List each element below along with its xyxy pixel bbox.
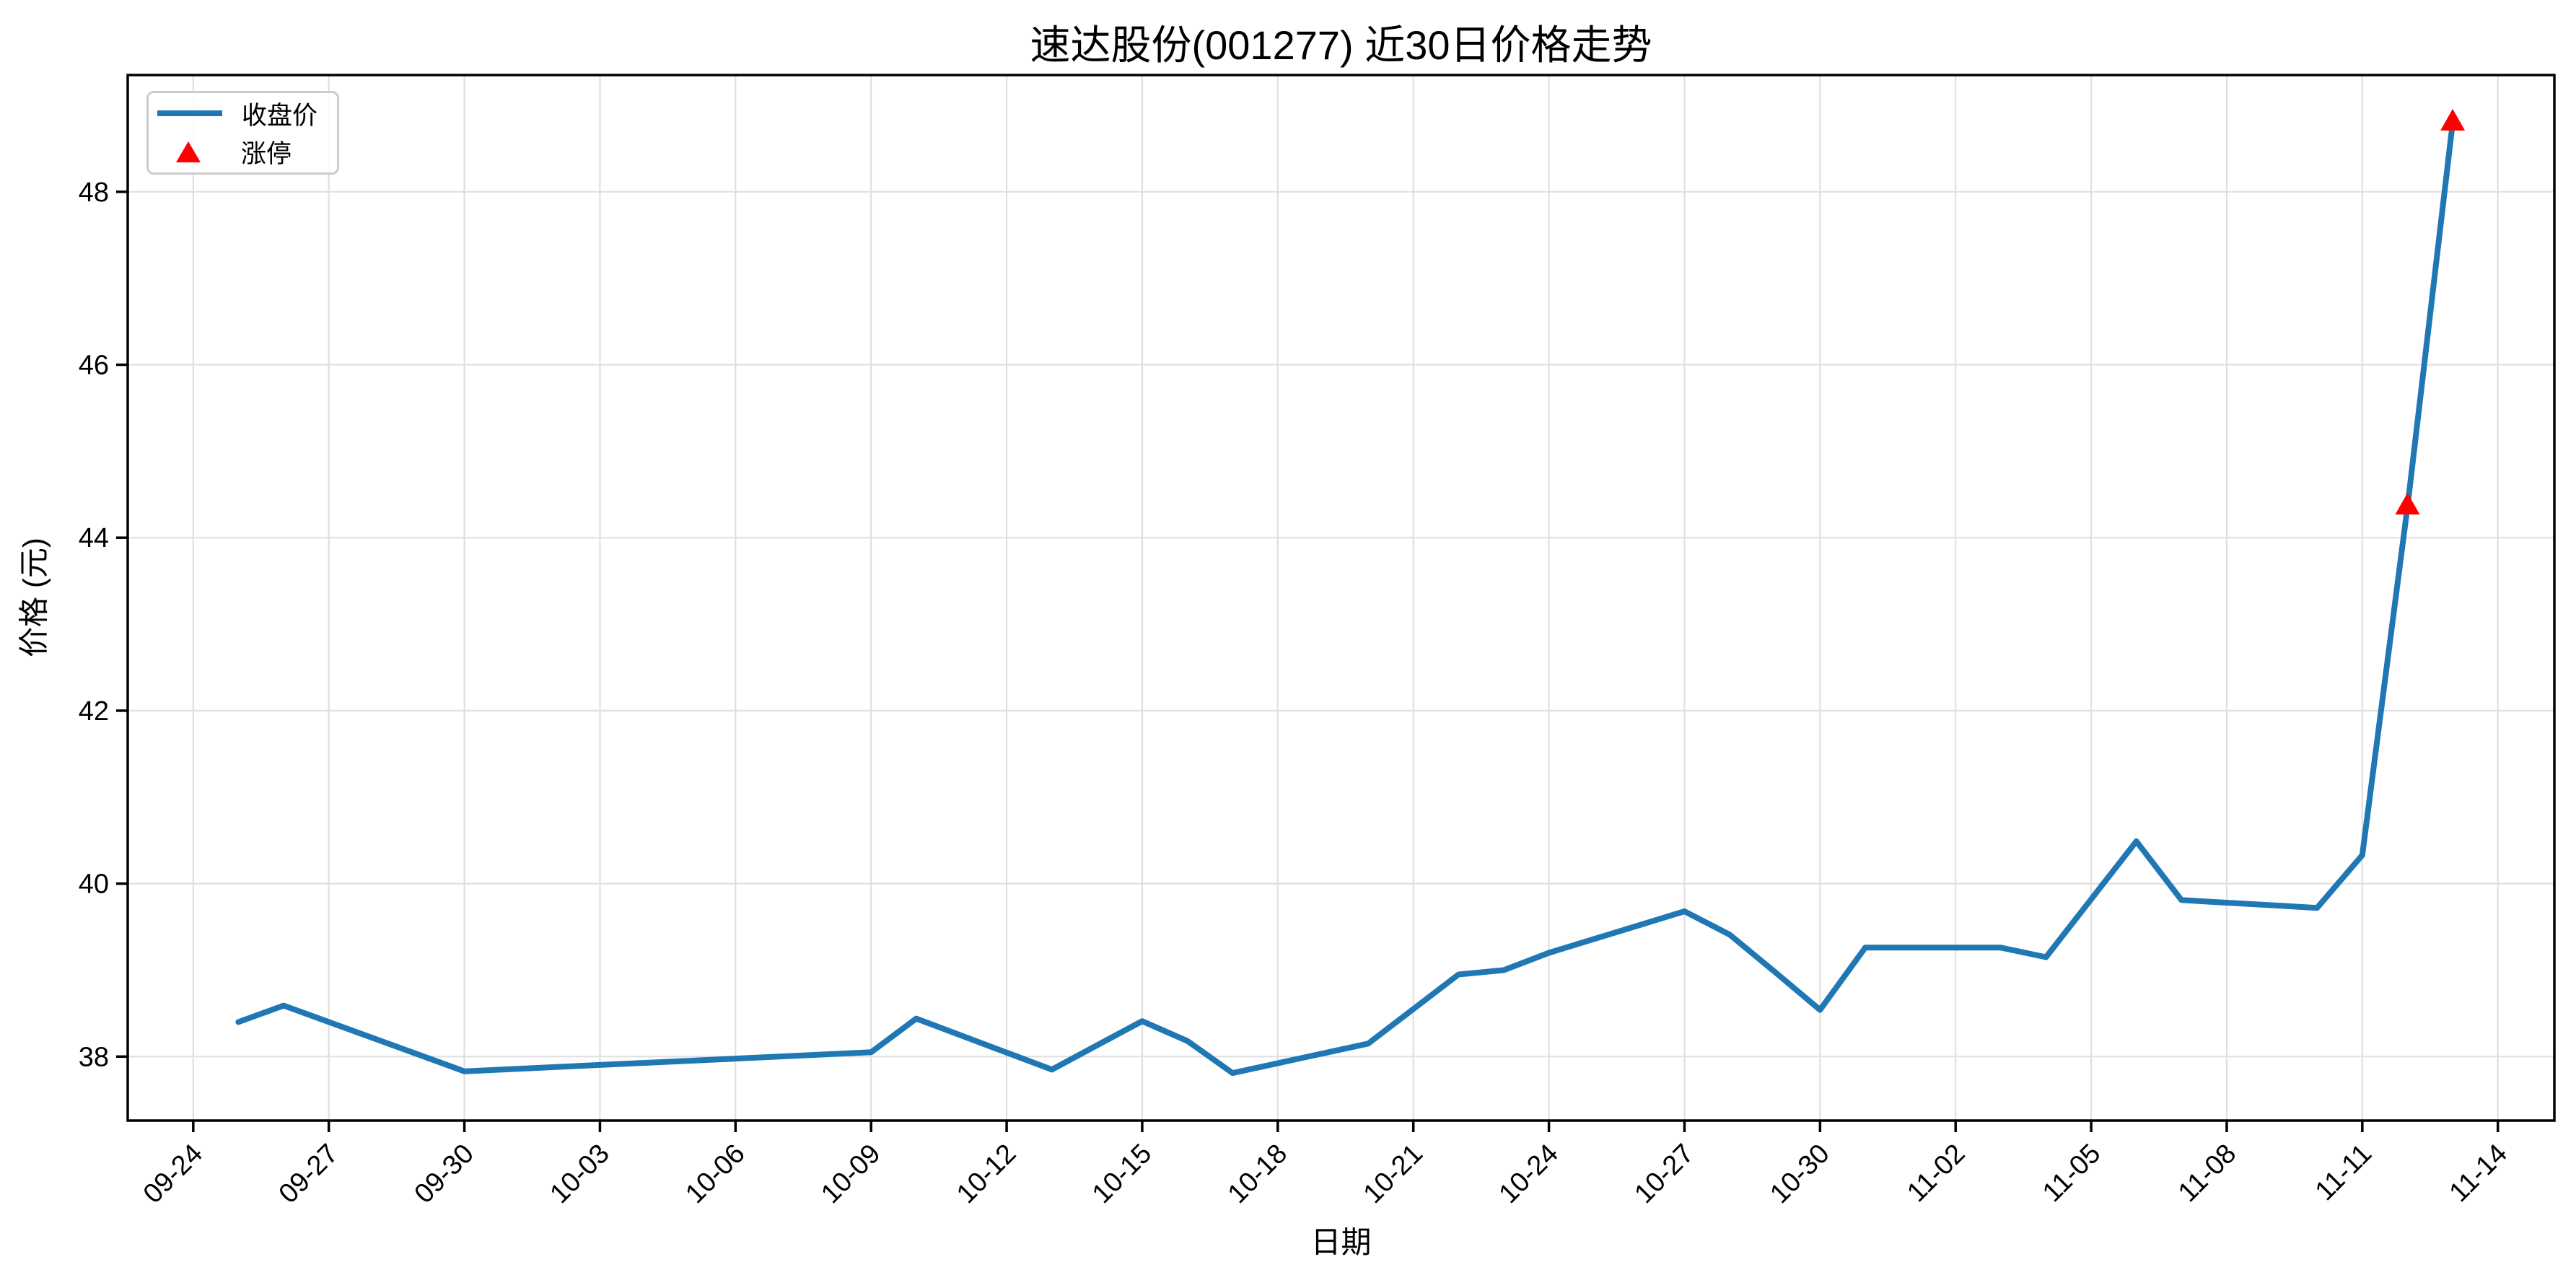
- x-tick-label: 09-30: [408, 1139, 479, 1209]
- y-tick-label: 48: [79, 178, 109, 208]
- y-tick-label: 42: [79, 696, 109, 727]
- y-tick-label: 40: [79, 869, 109, 900]
- x-tick-label: 10-27: [1629, 1139, 1699, 1209]
- limit-up-marker-icon: [2395, 493, 2420, 515]
- x-tick-label: 11-11: [2310, 1139, 2378, 1206]
- x-axis-label: 日期: [1310, 1225, 1372, 1259]
- x-tick-label: 10-18: [1222, 1139, 1293, 1209]
- legend: 收盘价 涨停: [146, 91, 339, 175]
- close-price-line: [235, 119, 2456, 1077]
- y-tick-label: 46: [79, 351, 109, 381]
- y-axis-label: 价格 (元): [17, 538, 51, 657]
- x-tick-label: 09-24: [138, 1139, 209, 1209]
- x-tick-label: 10-03: [544, 1139, 615, 1209]
- legend-item-limit-up: 涨停: [149, 134, 337, 170]
- y-tick-label: 38: [79, 1042, 109, 1072]
- x-tick-label: 10-06: [680, 1139, 750, 1209]
- x-tick-label: 11-02: [1901, 1139, 1971, 1208]
- x-tick-label: 10-12: [951, 1139, 1022, 1209]
- x-tick-label: 09-27: [273, 1139, 344, 1209]
- legend-label-limit-up: 涨停: [241, 140, 292, 169]
- chart-title: 速达股份(001277) 近30日价格走势: [1030, 22, 1652, 68]
- x-tick-label: 10-21: [1358, 1139, 1429, 1209]
- legend-label-close-price: 收盘价: [242, 101, 318, 130]
- x-tick-label: 10-30: [1764, 1139, 1835, 1209]
- triangle-up-icon: [176, 141, 201, 163]
- x-tick-label: 11-14: [2444, 1139, 2513, 1208]
- x-tick-label: 10-15: [1087, 1139, 1157, 1209]
- line-swatch-icon: [157, 110, 222, 117]
- y-tick-label: 44: [79, 523, 109, 553]
- x-tick-label: 10-09: [815, 1139, 886, 1209]
- x-tick-label: 10-24: [1494, 1139, 1564, 1209]
- plot-frame: [126, 74, 2556, 1122]
- x-tick-label: 11-05: [2037, 1139, 2106, 1208]
- x-tick-label: 11-08: [2173, 1139, 2242, 1208]
- legend-item-close-price: 收盘价: [149, 95, 337, 131]
- limit-up-marker-icon: [2440, 108, 2466, 131]
